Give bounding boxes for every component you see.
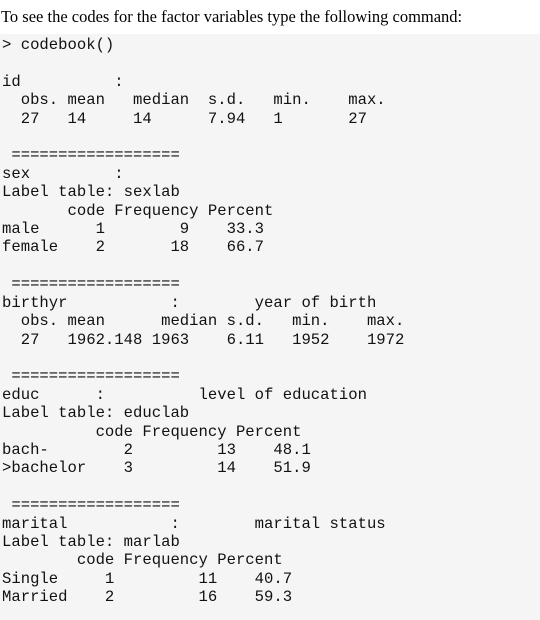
console-line: Label table: sexlab [2,183,180,202]
console-line: obs. mean median s.d. min. max. [2,91,386,110]
console-line: Label table: marlab [2,532,180,551]
console-line: ================== [2,146,180,165]
console-line: Label table: educlab [2,404,190,423]
console-line: obs. mean median s.d. min. max. [2,312,405,331]
console-line: code Frequency Percent [2,551,283,570]
console-line: male 1 9 33.3 [2,220,265,239]
console-line: 27 14 14 7.94 1 27 [2,109,367,128]
console-line: ================== [2,367,180,386]
console-output-text: > codebook() id : obs. mean median s.d. … [0,34,540,607]
console-line: marital : marital status [2,514,386,533]
console-line: >bachelor 3 14 51.9 [2,459,311,478]
console-line: code Frequency Percent [2,201,274,220]
console-line: female 2 18 66.7 [2,238,265,257]
console-line: ================== [2,496,180,515]
console-line: educ : level of education [2,385,367,404]
intro-text: To see the codes for the factor variable… [1,7,463,26]
console-line: Single 1 11 40.7 [2,569,293,588]
console-line: sex : [2,164,124,183]
console-line: birthyr : year of birth [2,293,377,312]
console-line: Married 2 16 59.3 [2,588,293,607]
console-line: id : [2,72,124,91]
console-line: > codebook() [2,36,115,54]
console-output-block: > codebook() id : obs. mean median s.d. … [0,34,540,620]
console-line: 27 1962.148 1963 6.11 1952 1972 [2,330,405,349]
console-line: bach- 2 13 48.1 [2,440,311,459]
console-line: ================== [2,275,180,294]
console-line: code Frequency Percent [2,422,302,441]
